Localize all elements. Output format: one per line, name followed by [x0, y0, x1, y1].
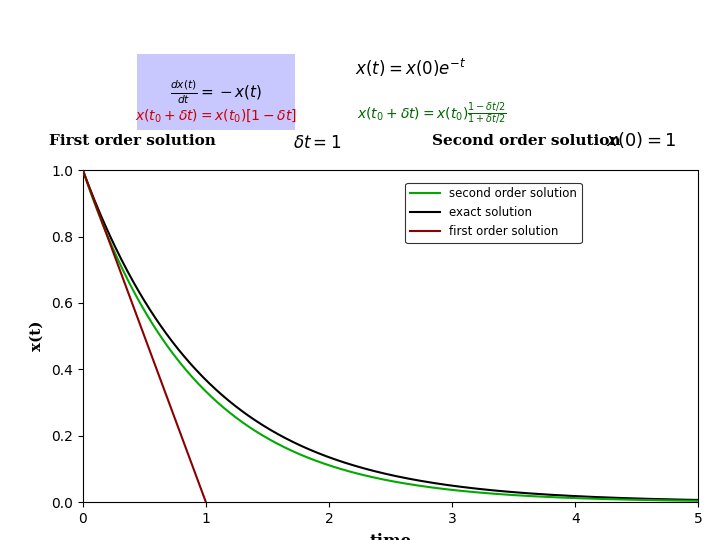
Text: First order solution: First order solution	[49, 134, 215, 149]
Legend: second order solution, exact solution, first order solution: second order solution, exact solution, f…	[405, 183, 582, 243]
Y-axis label: x(t): x(t)	[30, 321, 44, 352]
Text: Second order solution: Second order solution	[432, 134, 621, 149]
Text: $\frac{dx(t)}{dt} = -x(t)$: $\frac{dx(t)}{dt} = -x(t)$	[170, 78, 262, 106]
Text: $x(t) = x(0)e^{-t}$: $x(t) = x(0)e^{-t}$	[355, 57, 466, 78]
Text: $x(0)=1$: $x(0)=1$	[606, 130, 676, 151]
X-axis label: time: time	[369, 533, 412, 540]
Text: $x(t_0+\delta t) = x(t_0)[1-\delta t]$: $x(t_0+\delta t) = x(t_0)[1-\delta t]$	[135, 107, 297, 125]
Text: $\delta t=1$: $\delta t=1$	[293, 134, 341, 152]
Text: $x(t_0+\delta t) = x(t_0)\frac{1-\delta t/2}{1+\delta t/2}$: $x(t_0+\delta t) = x(t_0)\frac{1-\delta …	[357, 100, 507, 126]
